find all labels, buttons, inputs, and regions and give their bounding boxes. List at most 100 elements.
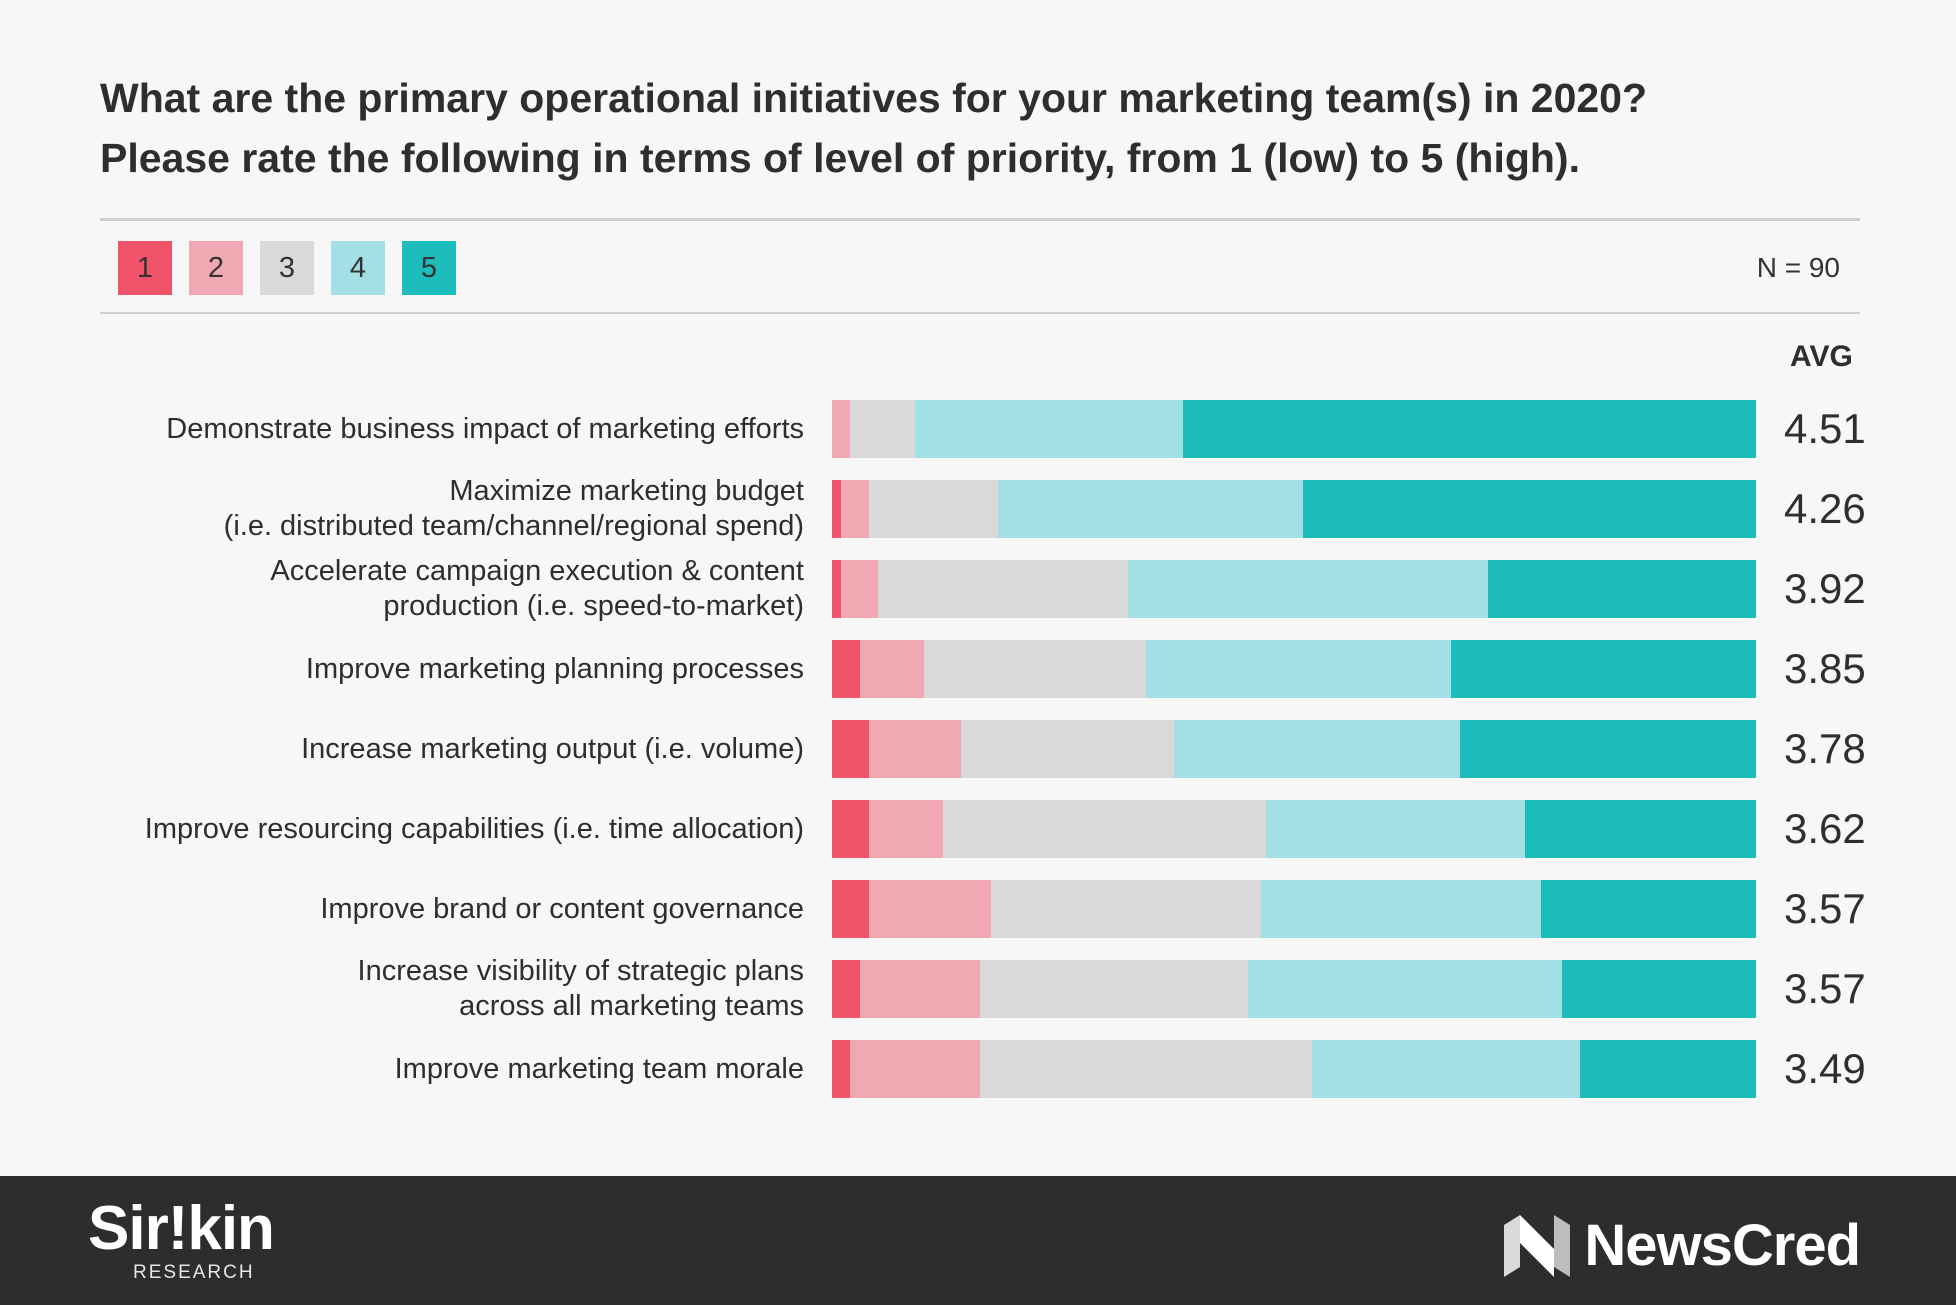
legend-label-1: 1 bbox=[136, 251, 154, 284]
newscred-logo: NewsCred bbox=[1504, 1212, 1861, 1279]
average-value: 3.78 bbox=[1784, 725, 1866, 772]
bar-segment-4 bbox=[1127, 560, 1489, 618]
bar-segment-4 bbox=[1247, 960, 1562, 1018]
bar-segment-1 bbox=[832, 640, 860, 698]
legend-item-5: 5 bbox=[402, 241, 456, 295]
bar-segment-1 bbox=[832, 720, 869, 778]
category-label: Increase visibility of strategic plans ac… bbox=[44, 955, 804, 1022]
stacked-bar bbox=[832, 400, 1756, 458]
newscred-logo-word: NewsCred bbox=[1584, 1213, 1861, 1278]
bar-segment-5 bbox=[1524, 800, 1756, 858]
sirkin-research-logo: Sir!kin RESEARCH bbox=[88, 1194, 275, 1284]
bar-segment-2 bbox=[850, 1040, 980, 1098]
bar-segment-4 bbox=[1173, 720, 1461, 778]
bar-segment-5 bbox=[1460, 720, 1756, 778]
sirkin-logo-word: Sir!kin bbox=[88, 1194, 275, 1263]
category-label: Improve marketing planning processes bbox=[44, 640, 804, 698]
category-label-line: Maximize marketing budget bbox=[449, 475, 804, 507]
stacked-bar bbox=[832, 480, 1756, 538]
bar-segment-2 bbox=[841, 560, 879, 618]
chart-row: Improve resourcing capabilities (i.e. ti… bbox=[0, 800, 1956, 858]
bar-segment-5 bbox=[1303, 480, 1756, 538]
legend-item-1: 1 bbox=[118, 241, 172, 295]
bar-segment-4 bbox=[998, 480, 1304, 538]
category-label-line: production (i.e. speed-to-market) bbox=[383, 590, 804, 622]
bar-segment-4 bbox=[915, 400, 1184, 458]
title-line-1: What are the primary operational initiat… bbox=[100, 75, 1648, 121]
average-value: 3.49 bbox=[1784, 1045, 1866, 1092]
category-label: Demonstrate business impact of marketing… bbox=[44, 400, 804, 458]
chart-row: Improve brand or content governance 3.57 bbox=[0, 880, 1956, 938]
bar-segment-3 bbox=[990, 880, 1262, 938]
bar-segment-1 bbox=[832, 800, 869, 858]
chart-row: Demonstrate business impact of marketing… bbox=[0, 400, 1956, 458]
category-label-line: Improve brand or content governance bbox=[320, 892, 804, 925]
avg-column-header: AVG bbox=[1790, 340, 1853, 373]
legend: 1 2 3 4 5 bbox=[118, 241, 456, 295]
stacked-bar bbox=[832, 960, 1756, 1018]
category-label-line: across all marketing teams bbox=[459, 990, 804, 1022]
stacked-bar bbox=[832, 800, 1756, 858]
category-label-line: (i.e. distributed team/channel/regional … bbox=[223, 510, 804, 542]
bar-segment-2 bbox=[859, 960, 980, 1018]
category-label: Improve marketing team morale bbox=[44, 1040, 804, 1098]
bar-segment-1 bbox=[832, 560, 842, 618]
chart-row: Accelerate campaign execution & content p… bbox=[0, 555, 1956, 622]
bar-segment-5 bbox=[1488, 560, 1756, 618]
bar-segment-5 bbox=[1580, 1040, 1756, 1098]
legend-label-3: 3 bbox=[278, 251, 296, 284]
category-label-line: Increase visibility of strategic plans bbox=[357, 955, 804, 987]
average-value: 3.92 bbox=[1784, 565, 1866, 612]
legend-item-2: 2 bbox=[189, 241, 243, 295]
category-label: Maximize marketing budget (i.e. distribut… bbox=[44, 475, 804, 542]
chart-row: Increase marketing output (i.e. volume) 3… bbox=[0, 720, 1956, 778]
stacked-bar bbox=[832, 560, 1756, 618]
category-label: Increase marketing output (i.e. volume) bbox=[44, 720, 804, 778]
legend-item-4: 4 bbox=[331, 241, 385, 295]
average-value: 4.51 bbox=[1784, 405, 1866, 452]
bar-segment-5 bbox=[1541, 880, 1756, 938]
stacked-bar bbox=[832, 880, 1756, 938]
bar-segment-3 bbox=[924, 640, 1147, 698]
average-value: 3.57 bbox=[1784, 885, 1866, 932]
bar-segment-2 bbox=[868, 800, 943, 858]
bar-segment-3 bbox=[961, 720, 1174, 778]
chart-row: Improve marketing team morale 3.49 bbox=[0, 1040, 1956, 1098]
bar-segment-2 bbox=[869, 880, 991, 938]
category-label-line: Accelerate campaign execution & content bbox=[270, 555, 804, 587]
chart-row: Increase visibility of strategic plans ac… bbox=[0, 955, 1956, 1022]
legend-label-5: 5 bbox=[420, 251, 438, 284]
bar-segment-5 bbox=[1561, 960, 1756, 1018]
newscred-mark-icon bbox=[1504, 1214, 1571, 1277]
category-label-line: Improve marketing team morale bbox=[394, 1052, 804, 1085]
category-label-line: Improve marketing planning processes bbox=[305, 652, 804, 685]
bar-segment-3 bbox=[878, 560, 1128, 618]
bar-segment-2 bbox=[832, 400, 851, 458]
bar-segment-3 bbox=[979, 1040, 1313, 1098]
footer: Sir!kin RESEARCH NewsCred bbox=[0, 1176, 1956, 1305]
bottom-divider bbox=[100, 312, 1860, 314]
bar-segment-1 bbox=[832, 480, 842, 538]
legend-item-3: 3 bbox=[260, 241, 314, 295]
bar-segment-2 bbox=[841, 480, 869, 538]
category-label: Improve brand or content governance bbox=[44, 880, 804, 938]
bar-segment-3 bbox=[850, 400, 916, 458]
average-value: 3.57 bbox=[1784, 965, 1866, 1012]
category-label-line: Demonstrate business impact of marketing… bbox=[166, 412, 804, 445]
bar-segment-1 bbox=[832, 960, 860, 1018]
legend-label-2: 2 bbox=[207, 251, 225, 284]
title-line-2: Please rate the following in terms of le… bbox=[100, 135, 1580, 181]
sirkin-logo-sub: RESEARCH bbox=[133, 1262, 255, 1283]
bar-segment-2 bbox=[868, 720, 962, 778]
legend-label-4: 4 bbox=[349, 251, 367, 284]
stacked-bar bbox=[832, 720, 1756, 778]
top-divider bbox=[100, 218, 1860, 221]
stacked-bar bbox=[832, 640, 1756, 698]
bar-segment-3 bbox=[942, 800, 1267, 858]
average-value: 3.85 bbox=[1784, 645, 1866, 692]
bar-segment-3 bbox=[979, 960, 1248, 1018]
bar-segment-5 bbox=[1451, 640, 1756, 698]
category-label-line: Increase marketing output (i.e. volume) bbox=[301, 732, 804, 765]
bar-segment-3 bbox=[868, 480, 999, 538]
bar-segment-4 bbox=[1312, 1040, 1581, 1098]
